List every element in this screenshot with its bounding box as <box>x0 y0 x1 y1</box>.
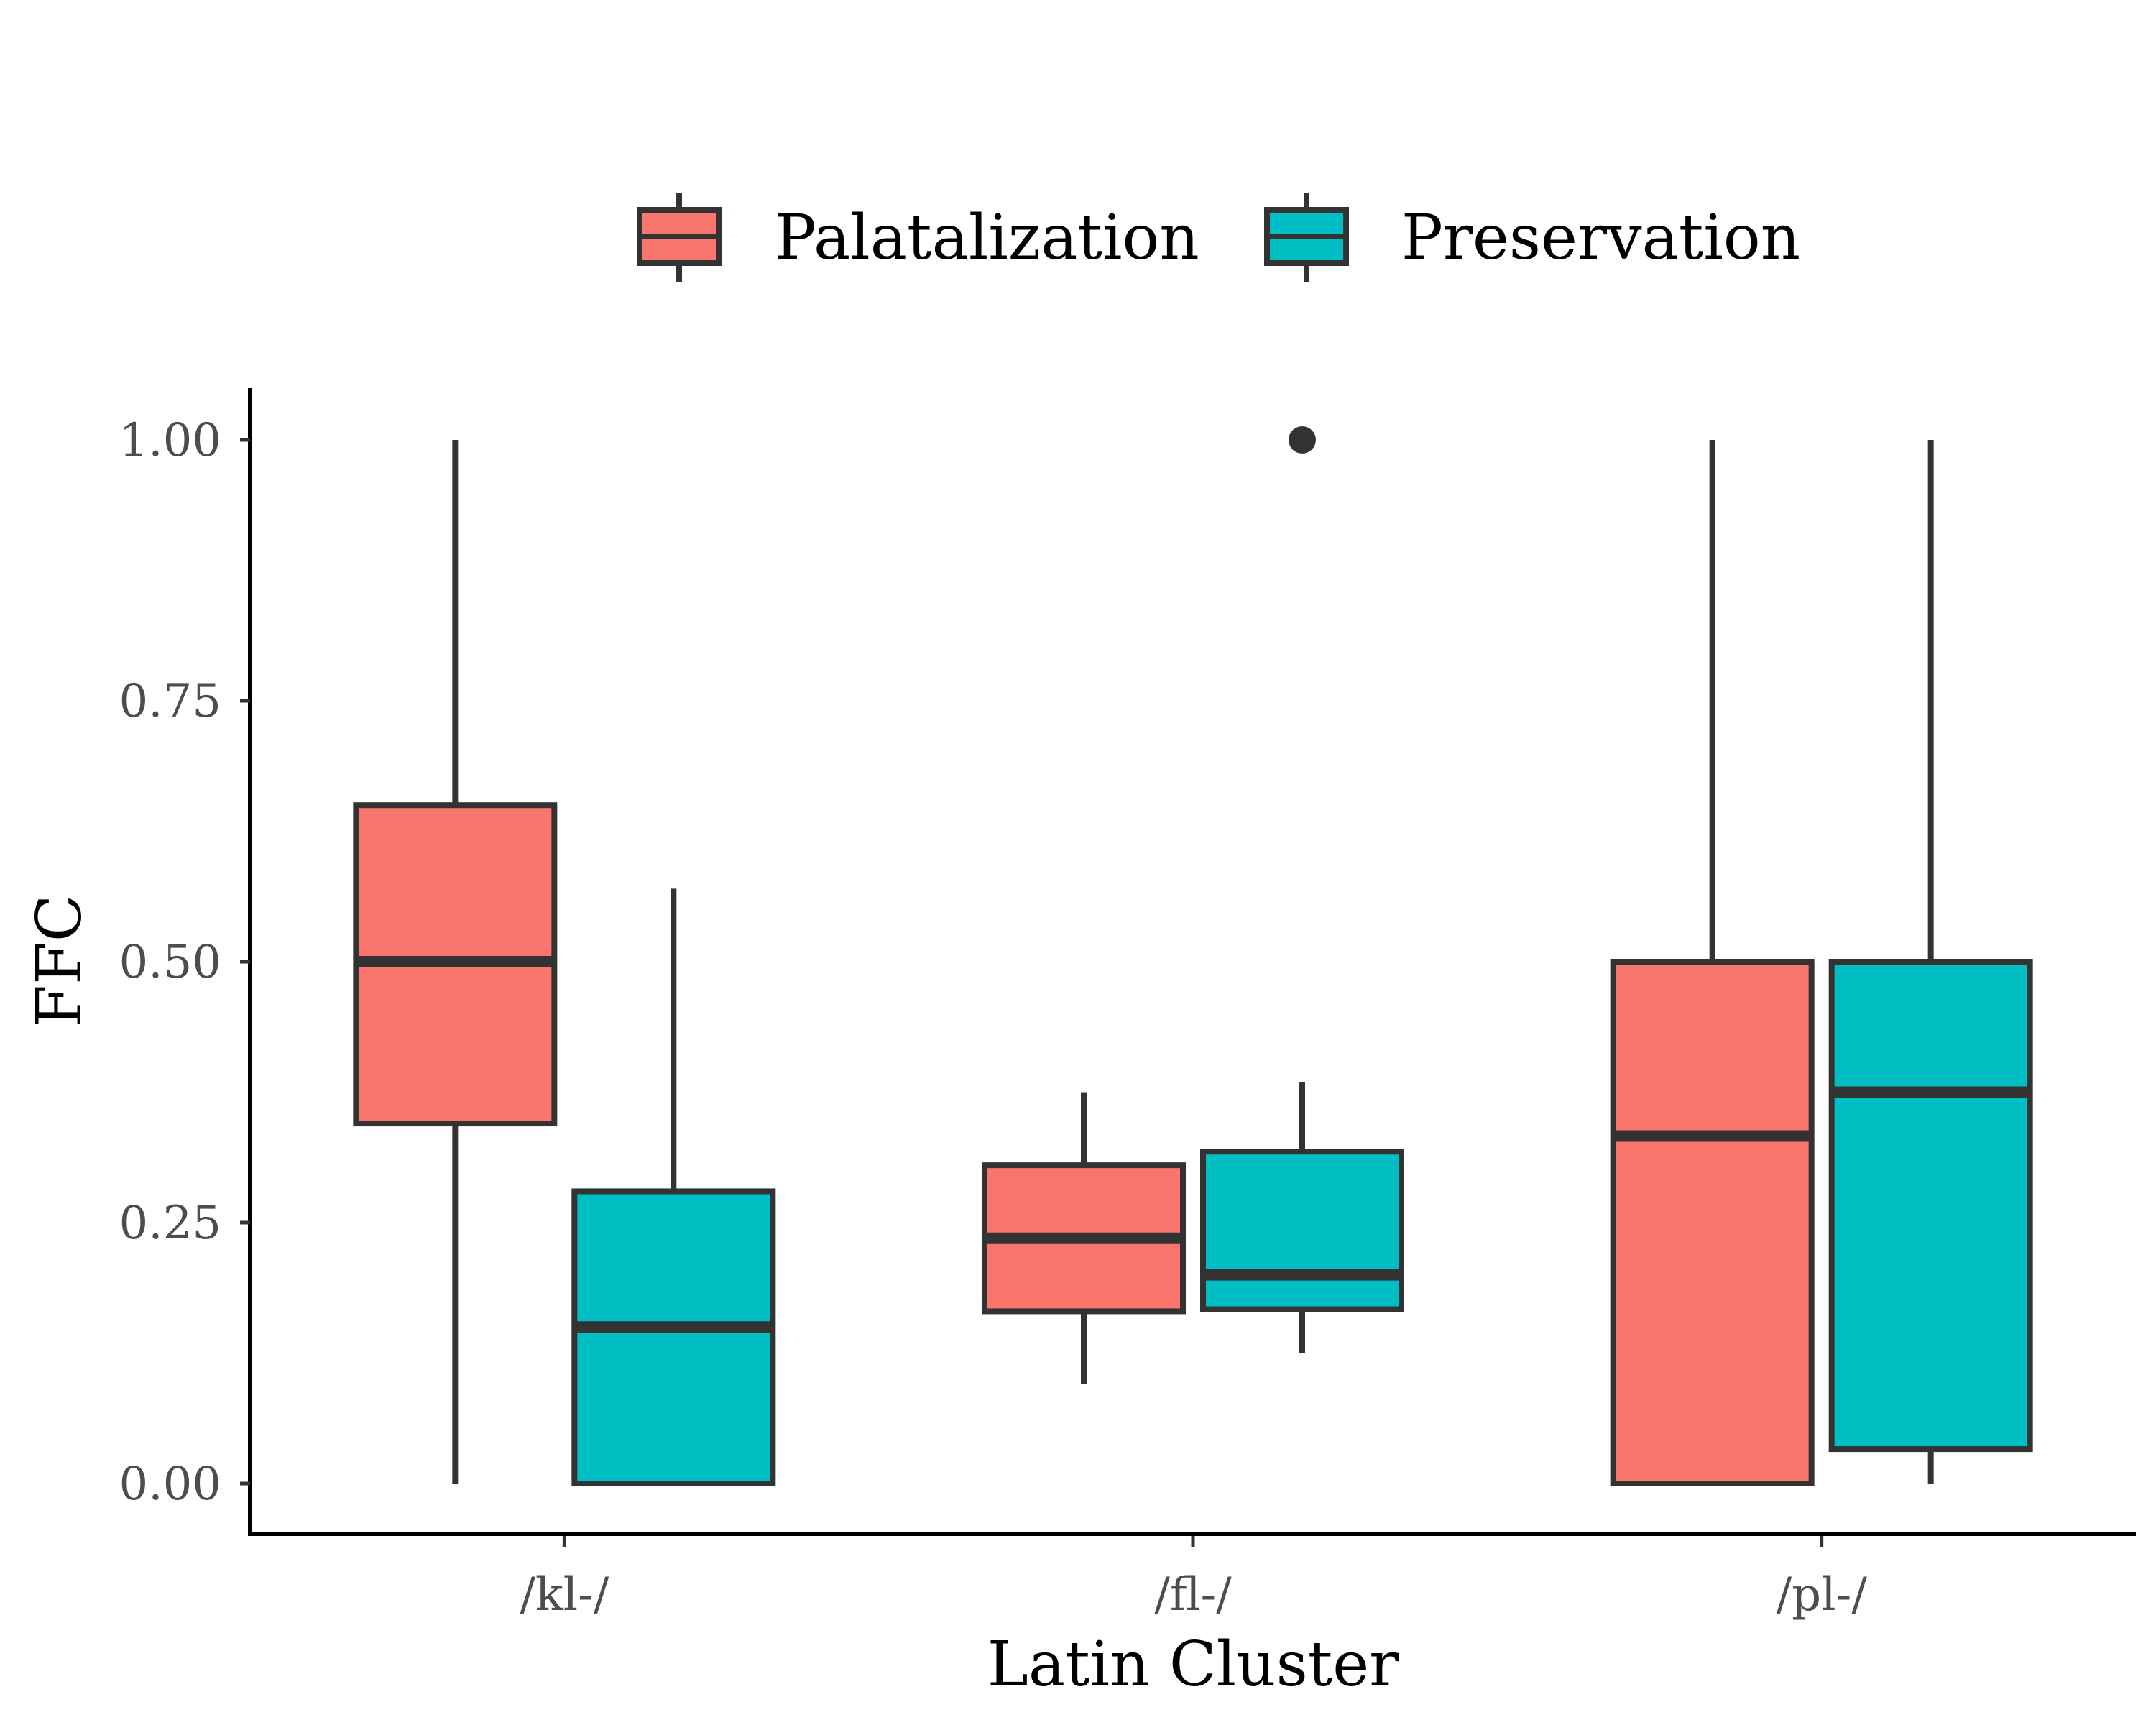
legend-item-palatalization: Palatalization <box>637 193 1199 282</box>
box-preservation-2 <box>1828 440 2033 1484</box>
x-tick-label: /kl-/ <box>520 1568 609 1622</box>
box-palatalization-0 <box>353 440 558 1484</box>
iqr-box <box>1610 959 1815 1486</box>
y-tick-label: 1.00 <box>119 414 222 467</box>
plot-area <box>353 426 2033 1486</box>
iqr-box <box>571 1188 776 1486</box>
box-palatalization-1 <box>982 1092 1186 1385</box>
y-tick-label: 0.50 <box>119 936 222 989</box>
outlier-point <box>1289 426 1316 454</box>
legend-label-preservation: Preservation <box>1401 202 1800 274</box>
legend-label-palatalization: Palatalization <box>775 202 1199 274</box>
x-axis-ticks: /kl-/ /fl-/ /pl-/ <box>520 1536 1867 1622</box>
iqr-box <box>1828 959 2033 1453</box>
box-palatalization-2 <box>1610 440 1815 1486</box>
legend: Palatalization Preservation <box>637 193 1800 282</box>
y-tick-label: 0.25 <box>119 1197 222 1250</box>
box-preservation-1 <box>1200 426 1404 1353</box>
y-tick-label: 0.75 <box>119 675 222 728</box>
x-tick-label: /fl-/ <box>1154 1568 1232 1622</box>
iqr-box <box>1200 1149 1404 1312</box>
y-tick-label: 0.00 <box>119 1458 222 1511</box>
y-axis-title: FFC <box>24 894 96 1027</box>
y-axis-ticks: 0.00 0.25 0.50 0.75 1.00 <box>119 414 250 1511</box>
box-preservation-0 <box>571 888 776 1486</box>
legend-item-preservation: Preservation <box>1264 193 1800 282</box>
x-axis-title: Latin Cluster <box>987 1629 1399 1701</box>
x-tick-label: /pl-/ <box>1777 1568 1868 1622</box>
